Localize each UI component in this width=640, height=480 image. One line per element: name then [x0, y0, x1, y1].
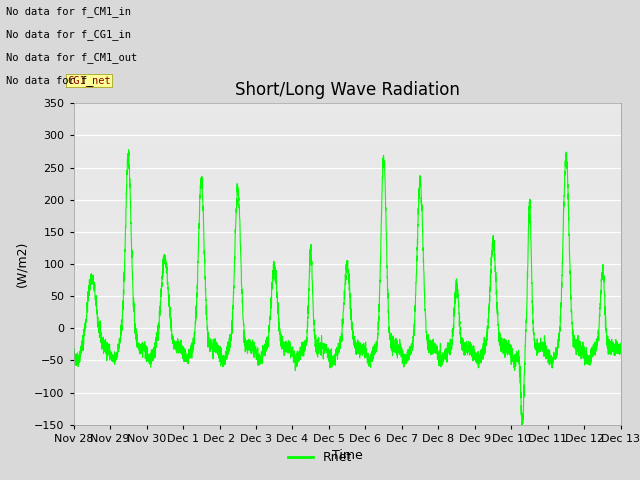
Text: No data for f_: No data for f_ — [6, 75, 94, 86]
Legend: Rnet: Rnet — [283, 446, 357, 469]
Title: Short/Long Wave Radiation: Short/Long Wave Radiation — [235, 81, 460, 99]
Text: No data for f_CM1_out: No data for f_CM1_out — [6, 52, 138, 63]
Text: No data for f_CM1_in: No data for f_CM1_in — [6, 6, 131, 17]
X-axis label: Time: Time — [332, 449, 363, 462]
Text: No data for f_CG1_in: No data for f_CG1_in — [6, 29, 131, 40]
Y-axis label: (W/m2): (W/m2) — [15, 241, 29, 287]
Text: CG1_net: CG1_net — [67, 75, 111, 86]
